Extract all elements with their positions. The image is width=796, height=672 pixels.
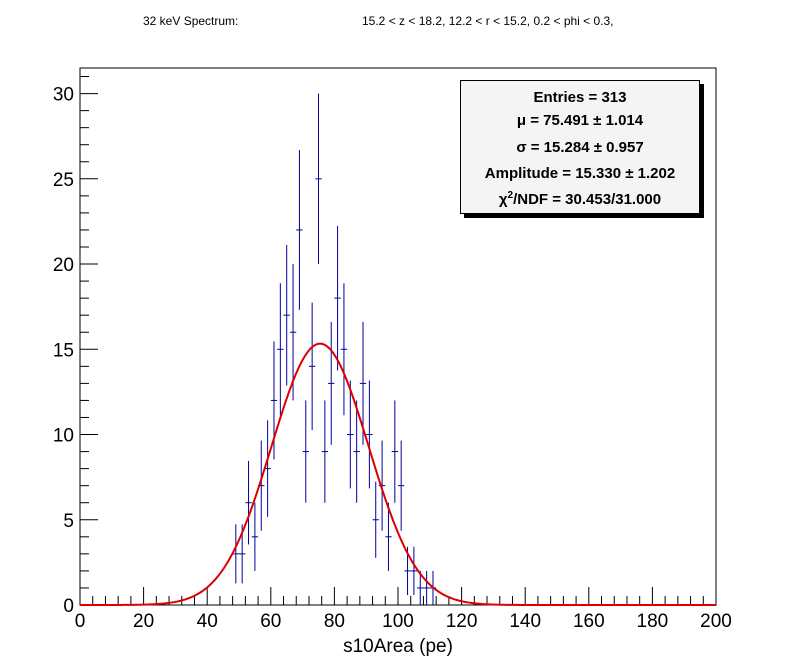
x-tick-label: 40 <box>197 611 218 632</box>
data-point <box>232 524 239 584</box>
data-point <box>366 380 373 489</box>
chart-title-cuts: 15.2 < z < 18.2, 12.2 < r < 15.2, 0.2 < … <box>362 14 614 28</box>
x-axis-label: s10Area (pe) <box>343 636 453 657</box>
stats-chi2-symbol: χ <box>498 191 508 208</box>
data-point <box>359 321 367 445</box>
data-point <box>423 570 430 605</box>
stats-sigma: σ = 15.284 ± 0.957 <box>516 139 644 156</box>
data-point <box>340 283 348 416</box>
data-point <box>334 225 341 371</box>
stats-mu: μ = 75.491 ± 1.014 <box>516 112 644 129</box>
stats-entries: Entries = 313 <box>533 89 627 106</box>
x-tick-label: 20 <box>133 611 154 632</box>
y-tick-label: 20 <box>53 255 74 276</box>
x-tick-label: 180 <box>637 611 669 632</box>
data-point <box>398 440 405 531</box>
chart-title: 32 keV Spectrum: 15.2 < z < 18.2, 12.2 <… <box>0 14 796 34</box>
x-tick-label: 100 <box>382 611 414 632</box>
stats-amplitude: Amplitude = 15.330 ± 1.202 <box>484 165 676 182</box>
chart-title-left: 32 keV Spectrum: <box>143 14 239 28</box>
data-point <box>308 302 316 431</box>
x-tick-label: 60 <box>260 611 281 632</box>
data-point <box>385 502 392 571</box>
y-tick-label: 30 <box>53 85 74 106</box>
data-point <box>251 502 259 571</box>
x-tick-label: 80 <box>324 611 345 632</box>
y-tick-label: 25 <box>53 170 74 191</box>
data-point <box>321 400 329 503</box>
y-tick-label: 15 <box>53 340 74 361</box>
stats-chi2: χ2/NDF = 30.453/31.000 <box>461 190 699 208</box>
x-tick-label: 120 <box>446 611 478 632</box>
stats-chi2-value: /NDF = 30.453/31.000 <box>513 191 662 208</box>
data-point <box>277 283 284 416</box>
y-tick-label: 5 <box>63 511 74 532</box>
data-point <box>328 321 335 445</box>
x-tick-label: 160 <box>573 611 605 632</box>
data-point <box>296 149 303 310</box>
stats-chi2-superscript: 2 <box>507 190 514 201</box>
x-tick-label: 200 <box>700 611 732 632</box>
data-point <box>353 400 360 503</box>
data-point <box>245 460 252 545</box>
data-point <box>315 93 322 265</box>
data-points <box>232 93 437 605</box>
data-point <box>302 400 309 503</box>
x-tick-label: 140 <box>509 611 541 632</box>
gaussian-fit-curve <box>80 342 716 606</box>
data-point <box>347 380 354 489</box>
data-point <box>270 341 278 460</box>
axis-ticks <box>79 76 717 606</box>
x-tick-label: 0 <box>75 611 86 632</box>
data-point <box>289 264 297 401</box>
y-tick-label: 10 <box>53 426 74 447</box>
data-point <box>391 400 398 503</box>
data-point <box>283 244 290 386</box>
y-tick-label: 0 <box>63 596 74 617</box>
axis-tick-labels: 0 20 40 60 80 100 120 140 160 180 200 0 5 10 15 20 25 30 <box>53 85 732 632</box>
stats-box: Entries = 313 μ = 75.491 ± 1.014 σ = 15.… <box>460 80 700 214</box>
data-point <box>417 570 424 605</box>
data-point <box>372 481 379 558</box>
data-point <box>410 546 418 596</box>
